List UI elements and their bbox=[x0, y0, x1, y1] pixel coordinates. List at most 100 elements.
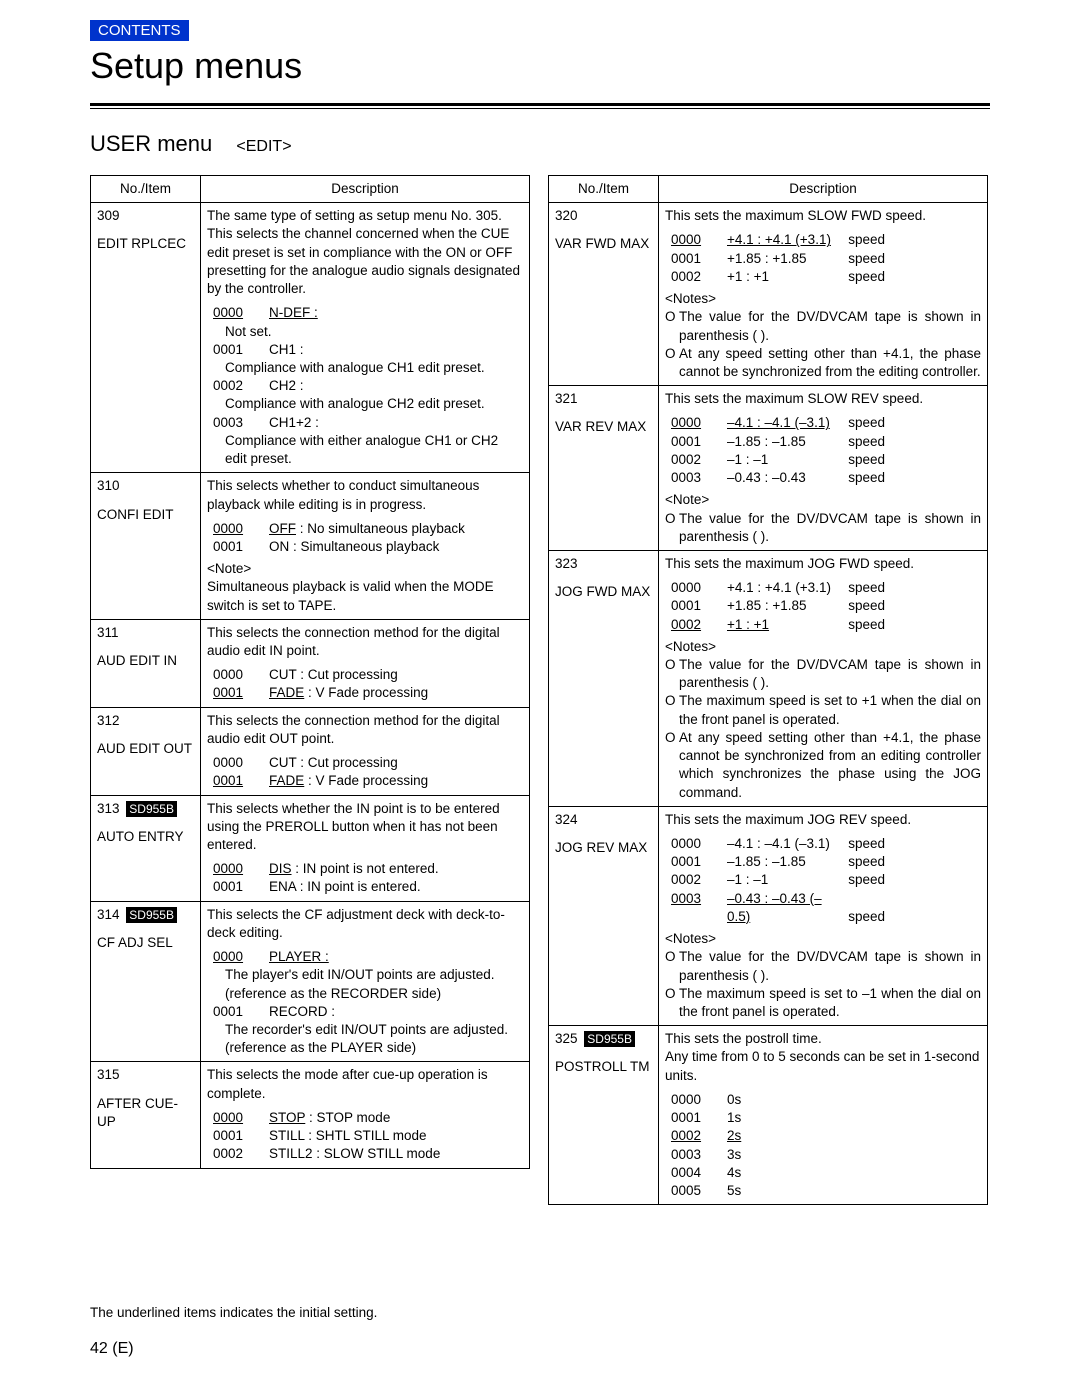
item-name: AUD EDIT IN bbox=[97, 652, 194, 670]
option-row: 0000CUT : Cut processing bbox=[213, 754, 523, 772]
option-row: 0001RECORD : bbox=[213, 1003, 523, 1021]
option-row: 0002–1 : –1 speed bbox=[671, 871, 981, 889]
option-row: 0002STILL2 : SLOW STILL mode bbox=[213, 1145, 523, 1163]
item-number: 309 bbox=[97, 207, 194, 225]
item-number: 314 SD955B bbox=[97, 906, 194, 924]
col-header-no: No./Item bbox=[549, 176, 659, 203]
item-description: This selects whether to conduct simultan… bbox=[207, 477, 523, 513]
notes-label: <Notes> bbox=[665, 290, 981, 308]
table-row: 309 EDIT RPLCEC The same type of setting … bbox=[91, 203, 530, 473]
option-row: 0000CUT : Cut processing bbox=[213, 666, 523, 684]
subhead-main: USER menu bbox=[90, 131, 212, 156]
table-row: 313 SD955B AUTO ENTRYThis selects whethe… bbox=[91, 795, 530, 901]
page-number: 42 (E) bbox=[90, 1340, 990, 1358]
item-name: VAR FWD MAX bbox=[555, 235, 652, 253]
item-name: CONFI EDIT bbox=[97, 506, 194, 524]
item-number: 324 bbox=[555, 811, 652, 829]
item-name: JOG FWD MAX bbox=[555, 583, 652, 601]
option-row: 0000DIS : IN point is not entered. bbox=[213, 860, 523, 878]
option-sub: The player's edit IN/OUT points are adju… bbox=[225, 966, 523, 1002]
table-row: 324 JOG REV MAX This sets the maximum JOG… bbox=[549, 806, 988, 1025]
note-bullet: OThe value for the DV/DVCAM tape is show… bbox=[665, 656, 981, 692]
model-badge: SD955B bbox=[126, 907, 177, 923]
table-row: 315 AFTER CUE-UP This selects the mode af… bbox=[91, 1062, 530, 1168]
page-title: Setup menus bbox=[90, 45, 990, 87]
model-badge: SD955B bbox=[584, 1031, 635, 1047]
table-row: 325 SD955B POSTROLL TM This sets the post… bbox=[549, 1026, 988, 1205]
table-row: 320 VAR FWD MAX This sets the maximum SLO… bbox=[549, 203, 988, 386]
option-row: 0001STILL : SHTL STILL mode bbox=[213, 1127, 523, 1145]
col-header-desc: Description bbox=[201, 176, 530, 203]
option-row: 0000–4.1 : –4.1 (–3.1) speed bbox=[671, 414, 981, 432]
item-description: This sets the postroll time.Any time fro… bbox=[665, 1030, 981, 1085]
option-row: 00022s bbox=[671, 1127, 981, 1145]
table-row: 311 AUD EDIT INThis selects the connecti… bbox=[91, 619, 530, 707]
note-bullet: OThe value for the DV/DVCAM tape is show… bbox=[665, 948, 981, 984]
option-sub: The recorder's edit IN/OUT points are ad… bbox=[225, 1021, 523, 1057]
item-number: 323 bbox=[555, 555, 652, 573]
option-sub: Compliance with analogue CH2 edit preset… bbox=[225, 395, 523, 413]
note-bullet: OAt any speed setting other than +4.1, t… bbox=[665, 729, 981, 802]
option-row: 0000–4.1 : –4.1 (–3.1) speed bbox=[671, 835, 981, 853]
item-number: 315 bbox=[97, 1066, 194, 1084]
option-row: 00000s bbox=[671, 1091, 981, 1109]
item-description: This selects whether the IN point is to … bbox=[207, 800, 523, 855]
item-number: 321 bbox=[555, 390, 652, 408]
option-row: 0002CH2 : bbox=[213, 377, 523, 395]
option-sub: Not set. bbox=[225, 323, 523, 341]
option-row: 0002+1 : +1 speed bbox=[671, 268, 981, 286]
item-name: POSTROLL TM bbox=[555, 1058, 652, 1076]
item-description: This sets the maximum JOG FWD speed. bbox=[665, 555, 981, 573]
note-bullet: OThe value for the DV/DVCAM tape is show… bbox=[665, 308, 981, 344]
item-description: This sets the maximum JOG REV speed. bbox=[665, 811, 981, 829]
option-row: 00044s bbox=[671, 1164, 981, 1182]
option-row: 0001CH1 : bbox=[213, 341, 523, 359]
option-sub: Compliance with analogue CH1 edit preset… bbox=[225, 359, 523, 377]
option-row: 0001ON : Simultaneous playback bbox=[213, 538, 523, 556]
contents-link[interactable]: CONTENTS bbox=[90, 20, 189, 41]
option-row: 0000+4.1 : +4.1 (+3.1) speed bbox=[671, 231, 981, 249]
option-row: 0001–1.85 : –1.85 speed bbox=[671, 853, 981, 871]
note-bullet: OThe maximum speed is set to +1 when the… bbox=[665, 692, 981, 728]
item-name: CF ADJ SEL bbox=[97, 934, 194, 952]
option-row: 0002–1 : –1 speed bbox=[671, 451, 981, 469]
option-sub: Compliance with either analogue CH1 or C… bbox=[225, 432, 523, 468]
item-description: This selects the connection method for t… bbox=[207, 624, 523, 660]
item-number: 325 SD955B bbox=[555, 1030, 652, 1048]
col-header-desc: Description bbox=[659, 176, 988, 203]
option-row: 0002+1 : +1 speed bbox=[671, 616, 981, 634]
item-name: EDIT RPLCEC bbox=[97, 235, 194, 253]
option-row: 0000STOP : STOP mode bbox=[213, 1109, 523, 1127]
item-description: This selects the connection method for t… bbox=[207, 712, 523, 748]
item-name: AFTER CUE-UP bbox=[97, 1095, 194, 1131]
option-row: 0003–0.43 : –0.43 speed bbox=[671, 469, 981, 487]
item-number: 320 bbox=[555, 207, 652, 225]
left-table: No./Item Description 309 EDIT RPLCECThe … bbox=[90, 175, 530, 1169]
item-description: The same type of setting as setup menu N… bbox=[207, 207, 523, 298]
option-row: 0000N-DEF : bbox=[213, 304, 523, 322]
table-row: 321 VAR REV MAXThis sets the maximum SLO… bbox=[549, 386, 988, 551]
option-row: 0000+4.1 : +4.1 (+3.1) speed bbox=[671, 579, 981, 597]
item-number: 312 bbox=[97, 712, 194, 730]
option-row: 00055s bbox=[671, 1182, 981, 1200]
option-row: 00011s bbox=[671, 1109, 981, 1127]
subheading: USER menu <EDIT> bbox=[90, 131, 990, 157]
model-badge: SD955B bbox=[126, 801, 177, 817]
note-bullet: OThe maximum speed is set to –1 when the… bbox=[665, 985, 981, 1021]
item-description: This selects the mode after cue-up opera… bbox=[207, 1066, 523, 1102]
option-row: 0001–1.85 : –1.85 speed bbox=[671, 433, 981, 451]
option-row: 00033s bbox=[671, 1146, 981, 1164]
heading-rule bbox=[90, 103, 990, 109]
option-row: 0000OFF : No simultaneous playback bbox=[213, 520, 523, 538]
note-bullet: OAt any speed setting other than +4.1, t… bbox=[665, 345, 981, 381]
notes-label: <Notes> bbox=[665, 930, 981, 948]
item-description: This selects the CF adjustment deck with… bbox=[207, 906, 523, 942]
subhead-edit: <EDIT> bbox=[236, 138, 291, 155]
option-row: 0003CH1+2 : bbox=[213, 414, 523, 432]
item-name: JOG REV MAX bbox=[555, 839, 652, 857]
option-row: 0001FADE : V Fade processing bbox=[213, 684, 523, 702]
note-bullet: OThe value for the DV/DVCAM tape is show… bbox=[665, 510, 981, 546]
item-description: This sets the maximum SLOW FWD speed. bbox=[665, 207, 981, 225]
item-description: This sets the maximum SLOW REV speed. bbox=[665, 390, 981, 408]
option-row: 0000PLAYER : bbox=[213, 948, 523, 966]
